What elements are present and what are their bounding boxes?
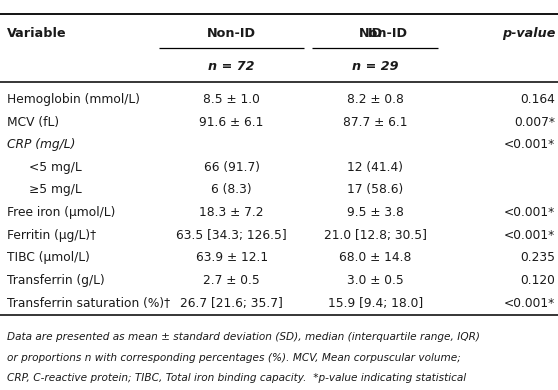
Text: ≥5 mg/L: ≥5 mg/L [29, 183, 82, 197]
Text: 0.007*: 0.007* [514, 115, 555, 129]
Text: 63.5 [34.3; 126.5]: 63.5 [34.3; 126.5] [176, 229, 287, 242]
Text: 3.0 ± 0.5: 3.0 ± 0.5 [347, 274, 403, 287]
Text: 21.0 [12.8; 30.5]: 21.0 [12.8; 30.5] [324, 229, 427, 242]
Text: <0.001*: <0.001* [504, 138, 555, 151]
Text: Transferrin (g/L): Transferrin (g/L) [7, 274, 104, 287]
Text: 2.7 ± 0.5: 2.7 ± 0.5 [203, 274, 260, 287]
Text: CRP (mg/L): CRP (mg/L) [7, 138, 75, 151]
Text: 63.9 ± 12.1: 63.9 ± 12.1 [195, 251, 268, 264]
Text: <0.001*: <0.001* [504, 229, 555, 242]
Text: 8.2 ± 0.8: 8.2 ± 0.8 [347, 93, 403, 106]
Text: <0.001*: <0.001* [504, 206, 555, 219]
Text: Non-ID: Non-ID [359, 27, 408, 40]
Text: Transferrin saturation (%)†: Transferrin saturation (%)† [7, 296, 170, 310]
Text: 0.235: 0.235 [520, 251, 555, 264]
Text: 87.7 ± 6.1: 87.7 ± 6.1 [343, 115, 407, 129]
Text: or proportions n with corresponding percentages (%). MCV, Mean corpuscular volum: or proportions n with corresponding perc… [7, 353, 460, 363]
Text: Ferritin (μg/L)†: Ferritin (μg/L)† [7, 229, 96, 242]
Text: 0.164: 0.164 [521, 93, 555, 106]
Text: MCV (fL): MCV (fL) [7, 115, 59, 129]
Text: Non-ID: Non-ID [207, 27, 256, 40]
Text: Data are presented as mean ± standard deviation (SD), median (interquartile rang: Data are presented as mean ± standard de… [7, 332, 480, 342]
Text: 8.5 ± 1.0: 8.5 ± 1.0 [203, 93, 260, 106]
Text: TIBC (μmol/L): TIBC (μmol/L) [7, 251, 90, 264]
Text: ID: ID [368, 27, 383, 40]
Text: 17 (58.6): 17 (58.6) [347, 183, 403, 197]
Text: n = 72: n = 72 [208, 60, 255, 73]
Text: n = 29: n = 29 [352, 60, 398, 73]
Text: 9.5 ± 3.8: 9.5 ± 3.8 [347, 206, 403, 219]
Text: 91.6 ± 6.1: 91.6 ± 6.1 [199, 115, 264, 129]
Text: Hemoglobin (mmol/L): Hemoglobin (mmol/L) [7, 93, 140, 106]
Text: <0.001*: <0.001* [504, 296, 555, 310]
Text: Free iron (μmol/L): Free iron (μmol/L) [7, 206, 115, 219]
Text: p-value: p-value [502, 27, 555, 40]
Text: CRP, C-reactive protein; TIBC, Total iron binding capacity.  *p-value indicating: CRP, C-reactive protein; TIBC, Total iro… [7, 373, 466, 383]
Text: 12 (41.4): 12 (41.4) [347, 161, 403, 174]
Text: 68.0 ± 14.8: 68.0 ± 14.8 [339, 251, 411, 264]
Text: 6 (8.3): 6 (8.3) [211, 183, 252, 197]
Text: 15.9 [9.4; 18.0]: 15.9 [9.4; 18.0] [328, 296, 423, 310]
Text: 26.7 [21.6; 35.7]: 26.7 [21.6; 35.7] [180, 296, 283, 310]
Text: 66 (91.7): 66 (91.7) [204, 161, 259, 174]
Text: 18.3 ± 7.2: 18.3 ± 7.2 [199, 206, 264, 219]
Text: 0.120: 0.120 [521, 274, 555, 287]
Text: <5 mg/L: <5 mg/L [29, 161, 82, 174]
Text: Variable: Variable [7, 27, 66, 40]
